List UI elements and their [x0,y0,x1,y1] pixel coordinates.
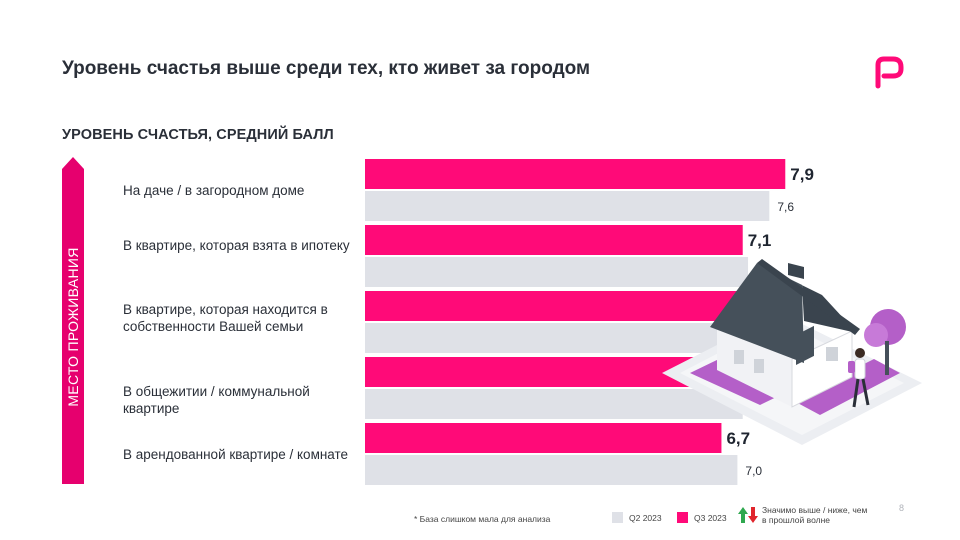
legend-item-q2: Q2 2023 [612,512,662,523]
legend-item-q3: Q3 2023 [677,512,727,523]
legend-label-q3: Q3 2023 [694,512,727,523]
bar-q3 [365,159,786,189]
legend-swatch-q2 [612,512,623,523]
bar-q3 [365,225,743,255]
bar-q2 [365,455,738,485]
category-label: В квартире, которая взята в ипотеку [123,238,350,253]
data-label-q3: 6,7 [726,429,750,448]
legend-swatch-q3 [677,512,688,523]
category-label: На даче / в загородном доме [123,183,305,198]
footnote: * База слишком мала для анализа [414,514,551,524]
data-label-q2: 7,0 [745,464,762,478]
up-down-arrows-icon [738,507,758,523]
legend-item-significance: Значимо выше / ниже, чем в прошлой волне [738,505,872,525]
page-number: 8 [899,503,905,513]
category-label: В общежитии / коммунальной квартире [123,384,310,416]
brand-logo-icon [875,56,904,89]
axis-label-background [62,157,84,484]
data-label-q3: 7,1 [748,231,772,250]
data-label-q2: 7,6 [777,200,794,214]
bar-q2 [365,257,749,287]
axis-label-box: МЕСТО ПРОЖИВАНИЯ [62,157,84,484]
bar-q3 [365,423,722,453]
category-label: В квартире, которая находится в собствен… [123,302,328,334]
page-title: Уровень счастья выше среди тех, кто живе… [62,58,591,79]
house-illustration [662,259,922,445]
data-label-q3: 7,9 [790,165,814,184]
legend-label-q2: Q2 2023 [629,512,662,523]
bar-q2 [365,323,743,353]
chart-subtitle: УРОВЕНЬ СЧАСТЬЯ, СРЕДНИЙ БАЛЛ [62,127,334,143]
category-label: В арендованной квартире / комнате [123,447,349,462]
legend-label-significance: Значимо выше / ниже, чем в прошлой волне [762,505,868,525]
bar-q2 [365,389,743,419]
bar-q2 [365,191,770,221]
bar-q3 [365,291,749,321]
